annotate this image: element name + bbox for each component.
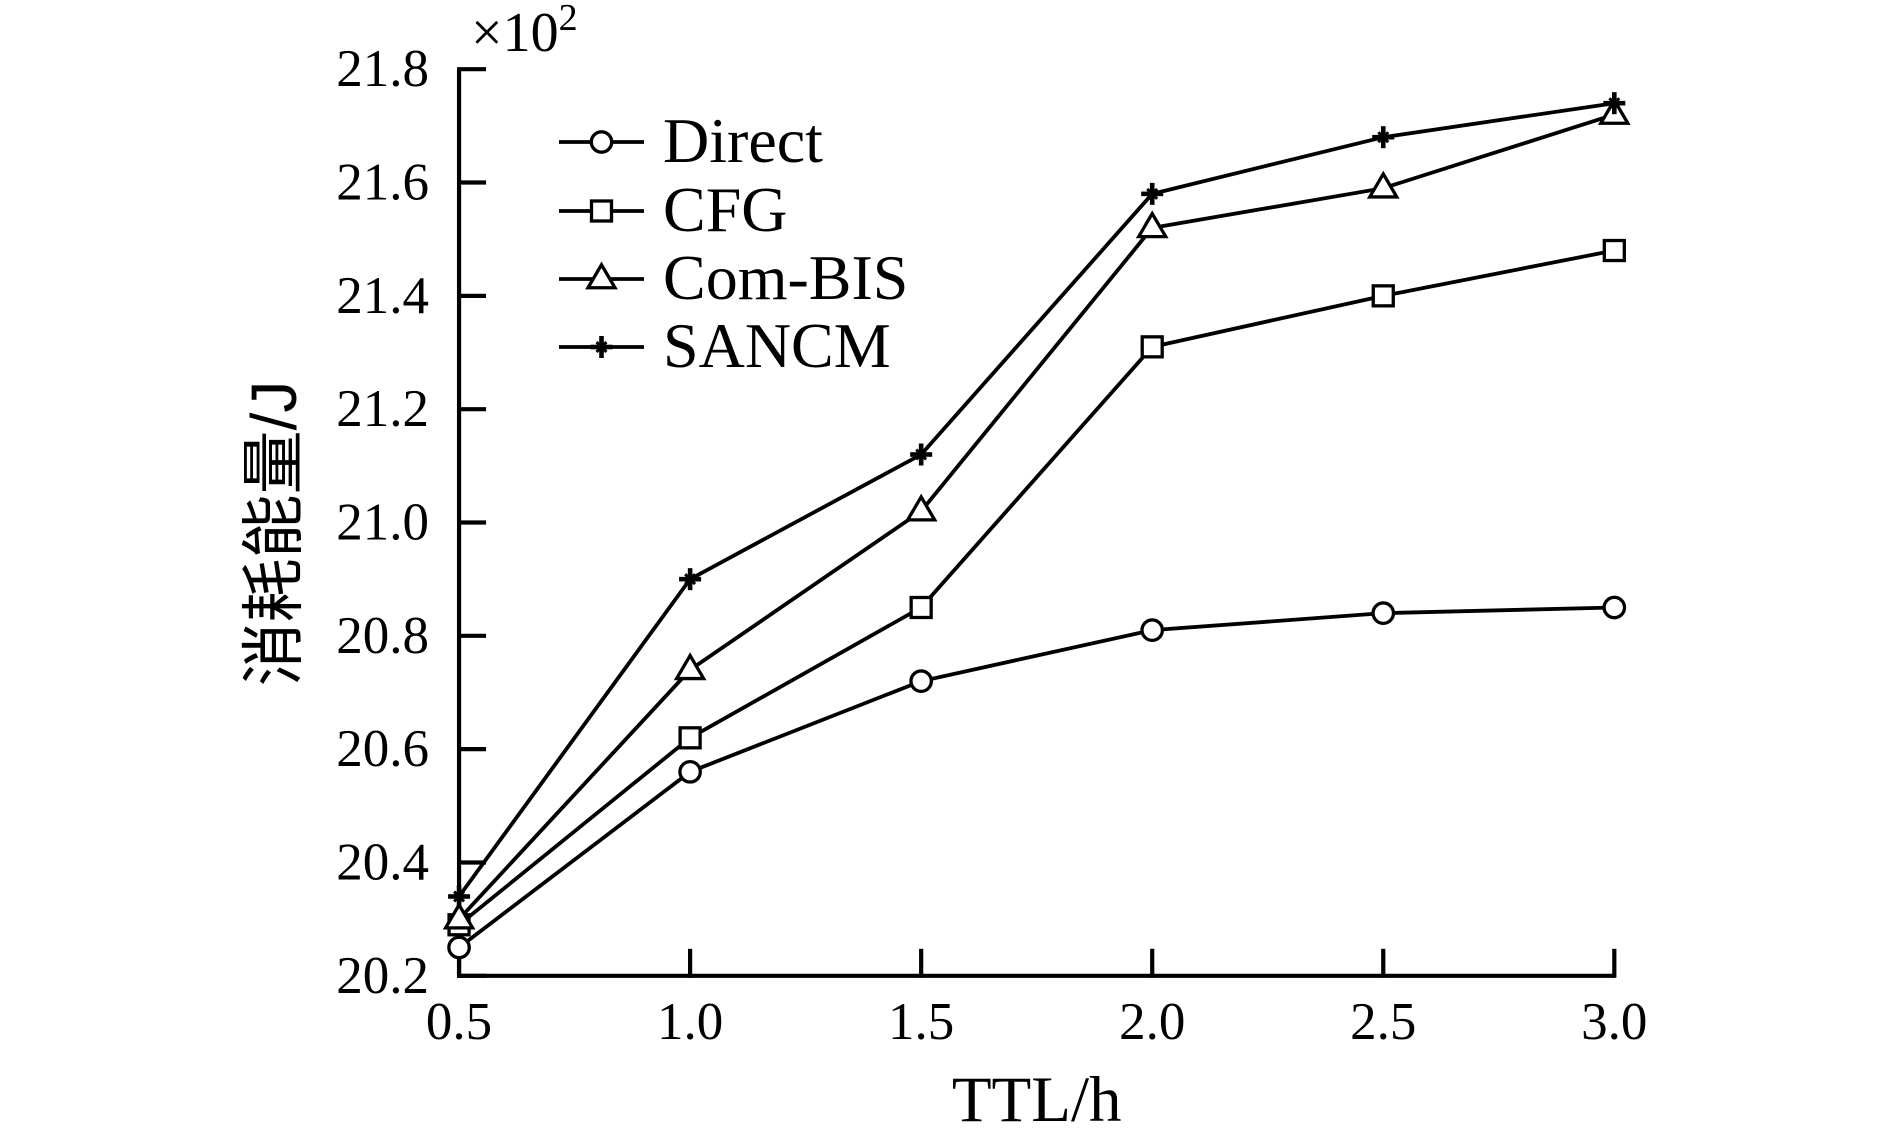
svg-text:21.8: 21.8 bbox=[336, 40, 429, 98]
svg-text:21.2: 21.2 bbox=[336, 380, 429, 438]
svg-text:0.5: 0.5 bbox=[426, 993, 492, 1051]
svg-text:21.4: 21.4 bbox=[336, 267, 429, 325]
svg-text:消耗能量/J: 消耗能量/J bbox=[238, 381, 310, 687]
svg-text:Com-BIS: Com-BIS bbox=[663, 242, 908, 313]
svg-text:20.6: 20.6 bbox=[336, 720, 429, 778]
svg-text:21.0: 21.0 bbox=[336, 494, 429, 552]
svg-text:2.5: 2.5 bbox=[1350, 993, 1416, 1051]
svg-text:2.0: 2.0 bbox=[1119, 993, 1185, 1051]
svg-text:20.8: 20.8 bbox=[336, 607, 429, 665]
svg-text:Direct: Direct bbox=[663, 105, 823, 176]
svg-text:1.5: 1.5 bbox=[888, 993, 954, 1051]
svg-text:SANCM: SANCM bbox=[663, 310, 891, 381]
svg-text:21.6: 21.6 bbox=[336, 154, 429, 212]
svg-text:3.0: 3.0 bbox=[1581, 993, 1647, 1051]
svg-text:20.2: 20.2 bbox=[336, 947, 429, 1005]
svg-text:TTL/h: TTL/h bbox=[952, 1064, 1122, 1134]
svg-text:1.0: 1.0 bbox=[657, 993, 723, 1051]
svg-text:CFG: CFG bbox=[663, 174, 788, 245]
svg-text:20.4: 20.4 bbox=[336, 833, 429, 891]
